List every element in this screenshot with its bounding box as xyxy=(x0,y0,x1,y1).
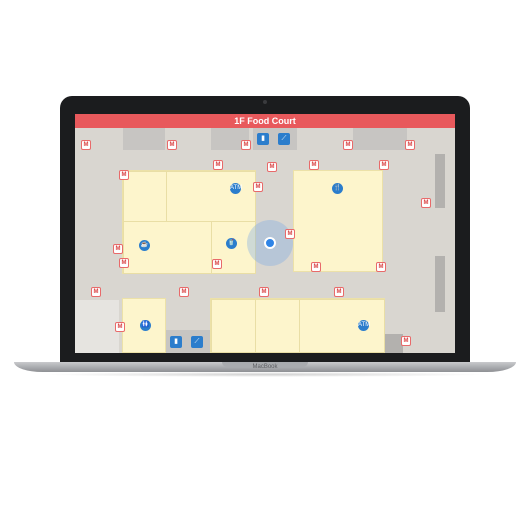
m-marker[interactable]: M xyxy=(285,229,295,239)
shop-unit[interactable] xyxy=(123,221,212,274)
elevator-icon[interactable]: ▮ xyxy=(170,336,182,348)
elevator-icon[interactable]: ▮ xyxy=(257,133,269,145)
current-location-icon[interactable] xyxy=(264,237,276,249)
m-marker[interactable]: M xyxy=(179,287,189,297)
atm-icon[interactable]: ATM xyxy=(230,183,242,194)
atm-icon[interactable]: ATM xyxy=(358,320,370,331)
m-marker[interactable]: M xyxy=(115,322,125,332)
m-marker[interactable]: M xyxy=(376,262,386,272)
corridor-area xyxy=(75,300,119,353)
m-marker[interactable]: M xyxy=(119,258,129,268)
m-marker[interactable]: M xyxy=(241,140,251,150)
m-marker[interactable]: M xyxy=(405,140,415,150)
shop-unit[interactable] xyxy=(166,171,256,222)
m-marker[interactable]: M xyxy=(259,287,269,297)
laptop-shadow xyxy=(40,372,490,377)
m-marker[interactable]: M xyxy=(212,259,222,269)
wall-segment xyxy=(385,334,403,353)
cafe-icon[interactable]: ☕ xyxy=(139,240,150,251)
m-marker[interactable]: M xyxy=(213,160,223,170)
shop-unit[interactable] xyxy=(123,171,167,222)
restroom-icon[interactable]: 🚻 xyxy=(140,320,151,331)
shop-block[interactable] xyxy=(210,298,385,353)
laptop-brand-label: MacBook xyxy=(252,364,278,370)
wall-segment xyxy=(435,154,445,208)
m-marker[interactable]: M xyxy=(267,162,277,172)
escalator-icon[interactable]: ⟋ xyxy=(191,336,203,348)
escalator-icon[interactable]: ⟋ xyxy=(278,133,290,145)
m-marker[interactable]: M xyxy=(334,287,344,297)
m-marker[interactable]: M xyxy=(421,198,431,208)
shop-unit[interactable] xyxy=(211,299,256,353)
camera-icon xyxy=(263,100,267,104)
map-screen[interactable]: 1F Food Court ▮ ⟋ xyxy=(75,114,455,353)
m-marker[interactable]: M xyxy=(253,182,263,192)
laptop-notch xyxy=(222,362,308,367)
wall-segment xyxy=(353,128,407,150)
shop-unit[interactable] xyxy=(211,221,256,274)
drink-icon[interactable]: 🥤 xyxy=(226,238,237,249)
shop-unit[interactable] xyxy=(255,299,300,353)
restaurant-icon[interactable]: 🍴 xyxy=(332,183,343,194)
laptop-base xyxy=(14,362,516,372)
m-marker[interactable]: M xyxy=(311,262,321,272)
wall-segment xyxy=(435,256,445,312)
shop-unit[interactable] xyxy=(299,299,385,353)
m-marker[interactable]: M xyxy=(113,244,123,254)
floor-title: 1F Food Court xyxy=(75,114,455,128)
m-marker[interactable]: M xyxy=(309,160,319,170)
m-marker[interactable]: M xyxy=(167,140,177,150)
wall-segment xyxy=(123,128,165,150)
m-marker[interactable]: M xyxy=(343,140,353,150)
m-marker[interactable]: M xyxy=(119,170,129,180)
m-marker[interactable]: M xyxy=(379,160,389,170)
m-marker[interactable]: M xyxy=(81,140,91,150)
m-marker[interactable]: M xyxy=(401,336,411,346)
m-marker[interactable]: M xyxy=(91,287,101,297)
wall-segment xyxy=(211,128,249,150)
